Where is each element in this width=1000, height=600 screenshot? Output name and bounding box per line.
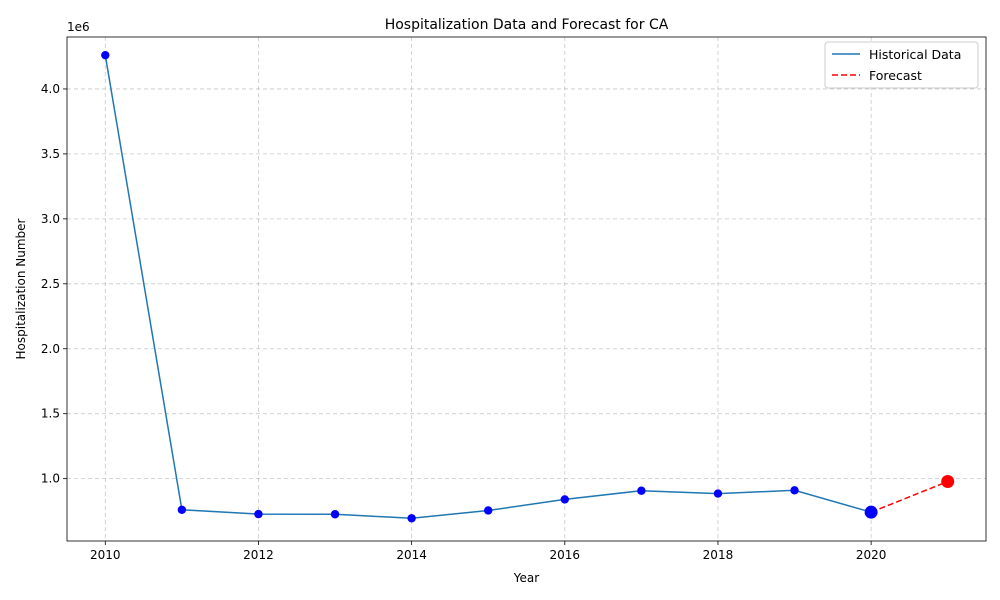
y-tick-label: 3.5 — [41, 147, 60, 161]
x-tick-label: 2012 — [243, 548, 274, 562]
tick-layer: 2010 2012 2014 2016 2018 2020 1.0 1.5 2.0 2.5 3.0 3… — [41, 82, 886, 562]
data-point — [484, 506, 493, 515]
legend: Historical Data Forecast — [824, 41, 979, 89]
data-point — [407, 514, 416, 523]
data-point — [101, 50, 110, 60]
y-tick-label: 2.0 — [41, 342, 60, 356]
data-point — [713, 489, 723, 498]
legend-entry-historical: Historical Data — [869, 47, 961, 62]
highlight-point — [864, 505, 878, 519]
legend-box — [824, 41, 979, 89]
series-layer — [104, 55, 948, 520]
data-point — [560, 495, 569, 504]
legend-entry-forecast: Forecast — [869, 68, 922, 83]
x-tick-label: 2010 — [90, 548, 121, 562]
series-line-0 — [104, 55, 872, 520]
plot-frame — [66, 36, 987, 542]
y-tick-label: 4.0 — [41, 82, 60, 96]
data-point — [637, 486, 646, 495]
y-tick-label: 1.5 — [41, 407, 60, 421]
data-point — [330, 510, 340, 519]
data-point — [254, 509, 263, 519]
y-tick-label: 1.0 — [41, 472, 60, 486]
marker-layer — [101, 50, 955, 523]
y-tick-label: 3.0 — [41, 212, 60, 226]
x-axis-label: Year — [513, 571, 539, 585]
x-tick-label: 2014 — [396, 548, 427, 562]
grid-layer — [67, 37, 986, 541]
highlight-point — [941, 475, 955, 489]
x-tick-label: 2020 — [856, 548, 887, 562]
series-line-1 — [870, 480, 948, 513]
y-axis-label: Hospitalization Number — [14, 218, 28, 359]
y-tick-label: 2.5 — [41, 277, 60, 291]
y-offset-label: 1e6 — [67, 20, 90, 34]
chart-title: Hospitalization Data and Forecast for CA — [385, 17, 669, 33]
x-tick-label: 2018 — [703, 548, 734, 562]
data-point — [790, 486, 799, 495]
x-tick-label: 2016 — [550, 548, 581, 562]
data-point — [177, 505, 187, 515]
